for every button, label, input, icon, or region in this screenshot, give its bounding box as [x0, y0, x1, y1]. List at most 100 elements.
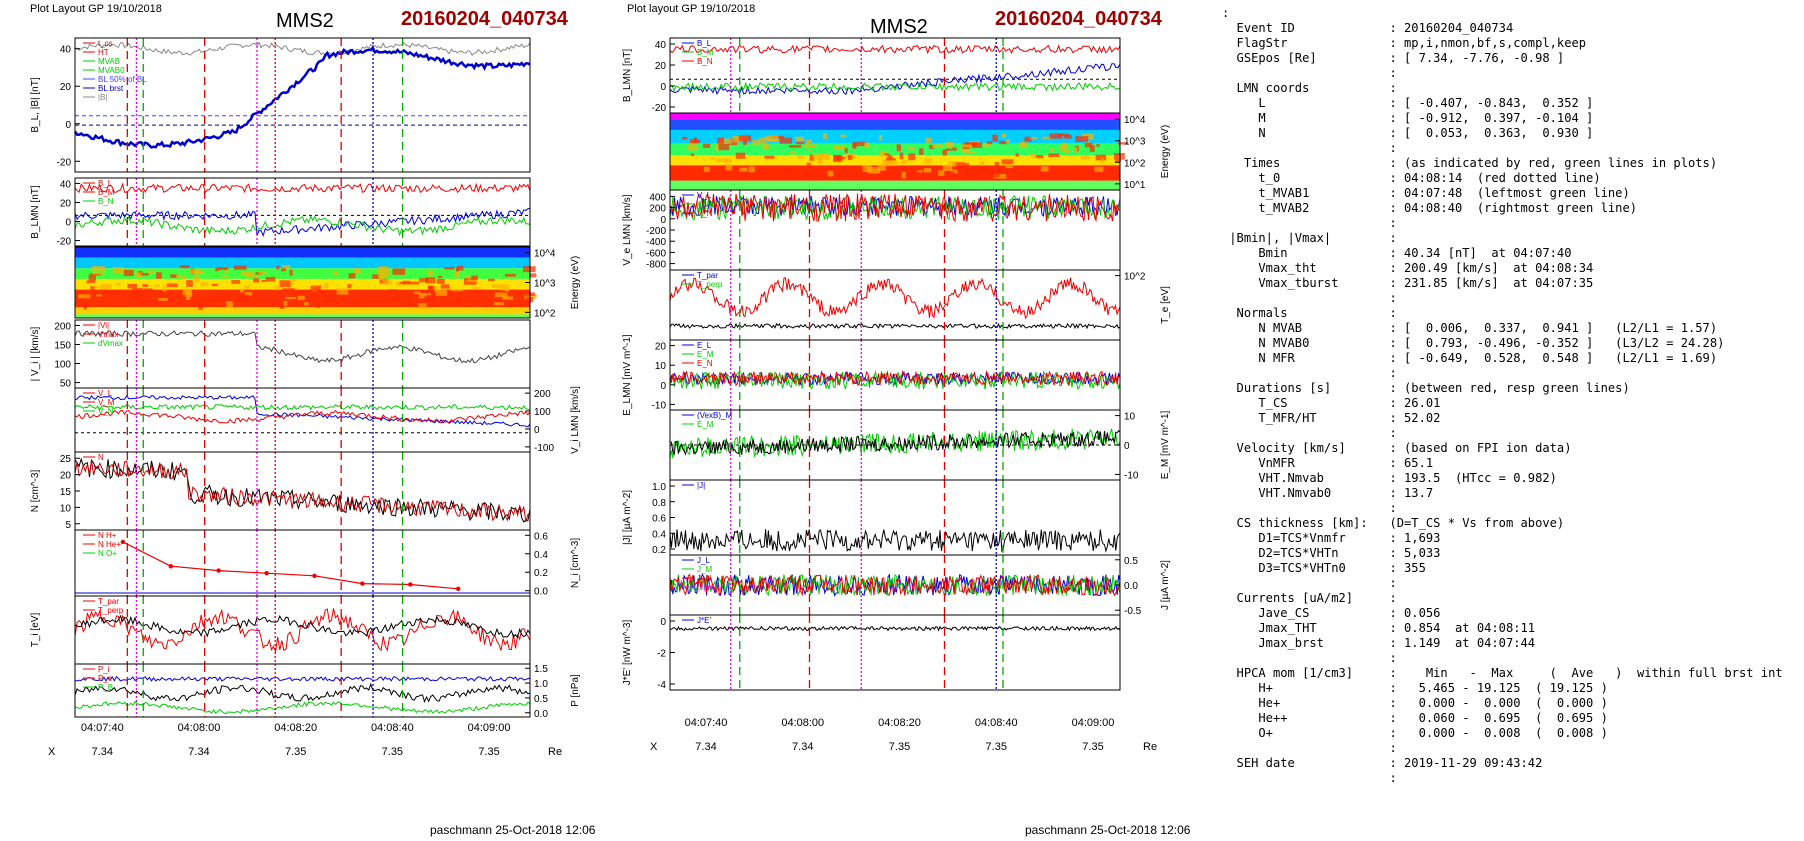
left-panel-legend-entry: P_i	[98, 665, 110, 674]
spectrogram-cell	[198, 303, 203, 310]
spectrogram-cell	[879, 150, 888, 157]
middle-panel-tick-label: 20	[655, 61, 667, 72]
info-line: VHT.Nmvab : 193.5 (HTcc = 0.982)	[1222, 471, 1557, 485]
left-Tperp-trace	[74, 614, 531, 639]
middle-panel-tick-label: 0	[660, 617, 666, 628]
left-panel-tick-label: 0.4	[534, 550, 548, 561]
left-panel-ylabel: | V_i | [km/s]	[30, 326, 41, 381]
info-line: :	[1222, 66, 1397, 80]
middle-panel-tick-label: 400	[649, 192, 666, 203]
spectrogram-cell	[352, 300, 358, 306]
middle-VeN-trace	[669, 192, 1121, 223]
info-line: :	[1222, 366, 1397, 380]
spectrogram-cell	[1001, 133, 1007, 138]
spectrogram-cell	[265, 276, 276, 282]
left-panel-legend-entry: B_N	[98, 197, 114, 206]
spectrogram-cell	[162, 286, 167, 292]
middle-VexB-trace	[669, 429, 1121, 456]
spectrogram-cell	[884, 153, 890, 156]
middle-panel-frame	[669, 554, 1121, 616]
spectrogram-cell	[929, 144, 935, 149]
middle-panel-legend-entry: E_M	[697, 420, 714, 429]
spectrogram-cell	[427, 270, 433, 277]
spectrogram-cell	[1015, 153, 1020, 157]
spectrogram-cell	[109, 290, 123, 295]
left-panel-ylabel-right: N_i [cm^-3]	[570, 538, 581, 588]
middle-time-tick-label: 04:08:40	[975, 717, 1018, 729]
spectrogram-cell	[903, 159, 909, 163]
spectrogram-cell	[987, 141, 993, 145]
left-panel-legend-entry: MVAB0	[98, 66, 125, 75]
left-panel-tick-label: 10^3	[534, 279, 556, 290]
left-ion-spectrogram	[75, 247, 537, 318]
spectrogram-cell	[392, 268, 406, 275]
spectrogram-cell	[176, 275, 187, 278]
middle-panel-tick-label: 0.0	[1124, 581, 1138, 592]
spectrogram-cell	[796, 142, 805, 145]
middle-header: Plot layout GP 19/10/2018	[627, 3, 756, 15]
spectrogram-cell	[738, 135, 751, 141]
spectrogram-cell	[142, 284, 149, 288]
middle-panel-tick-label: 20	[655, 342, 667, 353]
spectrogram-cell	[226, 301, 234, 308]
spectrogram-cell	[466, 296, 471, 299]
left-panel-tick-label: 40	[60, 45, 72, 56]
spectrogram-cell	[779, 137, 792, 144]
middle-coord-axis-label: X	[650, 741, 658, 753]
spectrogram-cell	[78, 294, 91, 299]
spectrogram-cell	[190, 269, 201, 275]
spectrogram-cell	[724, 158, 732, 163]
spectrogram-cell	[419, 293, 427, 299]
info-line: Durations [s] : (between red, resp green…	[1222, 381, 1630, 395]
spectrogram-cell	[1075, 136, 1089, 143]
left-panel-tick-label: -20	[57, 157, 72, 168]
left-HPCA-Hplus-point	[408, 582, 413, 587]
left-Tpar-trace	[74, 608, 531, 654]
spectrogram-cell	[840, 167, 846, 171]
spectrogram-cell	[491, 284, 503, 288]
spectrogram-cell	[245, 274, 258, 278]
spectrogram-cell	[719, 138, 733, 144]
left-panel-legend-entry: V_N	[98, 407, 114, 416]
left-panel-legend-entry: t_cs	[98, 39, 113, 48]
spectrogram-cell	[717, 137, 724, 144]
left-panel-legend-entry: dVmax	[98, 339, 123, 348]
left-panel-tick-label: 0	[534, 425, 540, 436]
middle-panel-ylabel-right: E_M [mV m^-1]	[1160, 410, 1171, 479]
spectrogram-cell	[703, 166, 711, 172]
spectrogram-cell	[1100, 158, 1104, 164]
spectrogram-cell	[232, 300, 236, 304]
left-panel-legend-entry: HT	[98, 48, 109, 57]
spectrogram-cell	[980, 161, 985, 166]
info-line: :	[1222, 6, 1230, 20]
spectrogram-cell	[290, 282, 294, 286]
middle-panel-tick-label: -200	[646, 226, 666, 237]
spectrogram-cell	[394, 295, 400, 303]
left-Pi-trace	[74, 675, 531, 682]
spectrogram-cell	[962, 144, 972, 148]
info-line: :	[1222, 216, 1397, 230]
spectrogram-cell	[147, 270, 154, 274]
info-line: VHT.Nmvab0 : 13.7	[1222, 486, 1434, 500]
spectrogram-cell	[215, 267, 219, 272]
spectrogram-cell	[231, 280, 241, 284]
middle-panel-ylabel: J*E' [nW m^-3]	[622, 620, 633, 686]
spectrogram-cell	[992, 134, 998, 142]
middle-panel-tick-label: 0.5	[1124, 556, 1138, 567]
spectrogram-cell	[156, 272, 162, 279]
left-panel-legend-entry: N	[98, 453, 104, 462]
spectrogram-cell	[472, 287, 482, 290]
middle-panel-legend-entry: |J|max	[697, 583, 720, 592]
spectrogram-cell	[409, 302, 418, 306]
left-panel-legend-entry: T_perp	[98, 606, 124, 615]
info-line: t_MVAB2 : 04:08:40 (rightmost green line…	[1222, 201, 1638, 215]
middle-panel-tick-label: 0.4	[652, 529, 666, 540]
middle-panel-tick-label: 10^1	[1124, 180, 1146, 191]
spectrogram-cell	[471, 275, 478, 281]
info-line: D2=TCS*VHTn : 5,033	[1222, 546, 1441, 560]
spectrogram-cell	[96, 294, 103, 297]
spectrogram-cell	[1024, 136, 1032, 142]
spectrogram-cell	[1067, 173, 1071, 181]
spectrogram-cell	[1085, 140, 1090, 144]
info-line: M : [ -0.912, 0.397, -0.104 ]	[1222, 111, 1594, 125]
